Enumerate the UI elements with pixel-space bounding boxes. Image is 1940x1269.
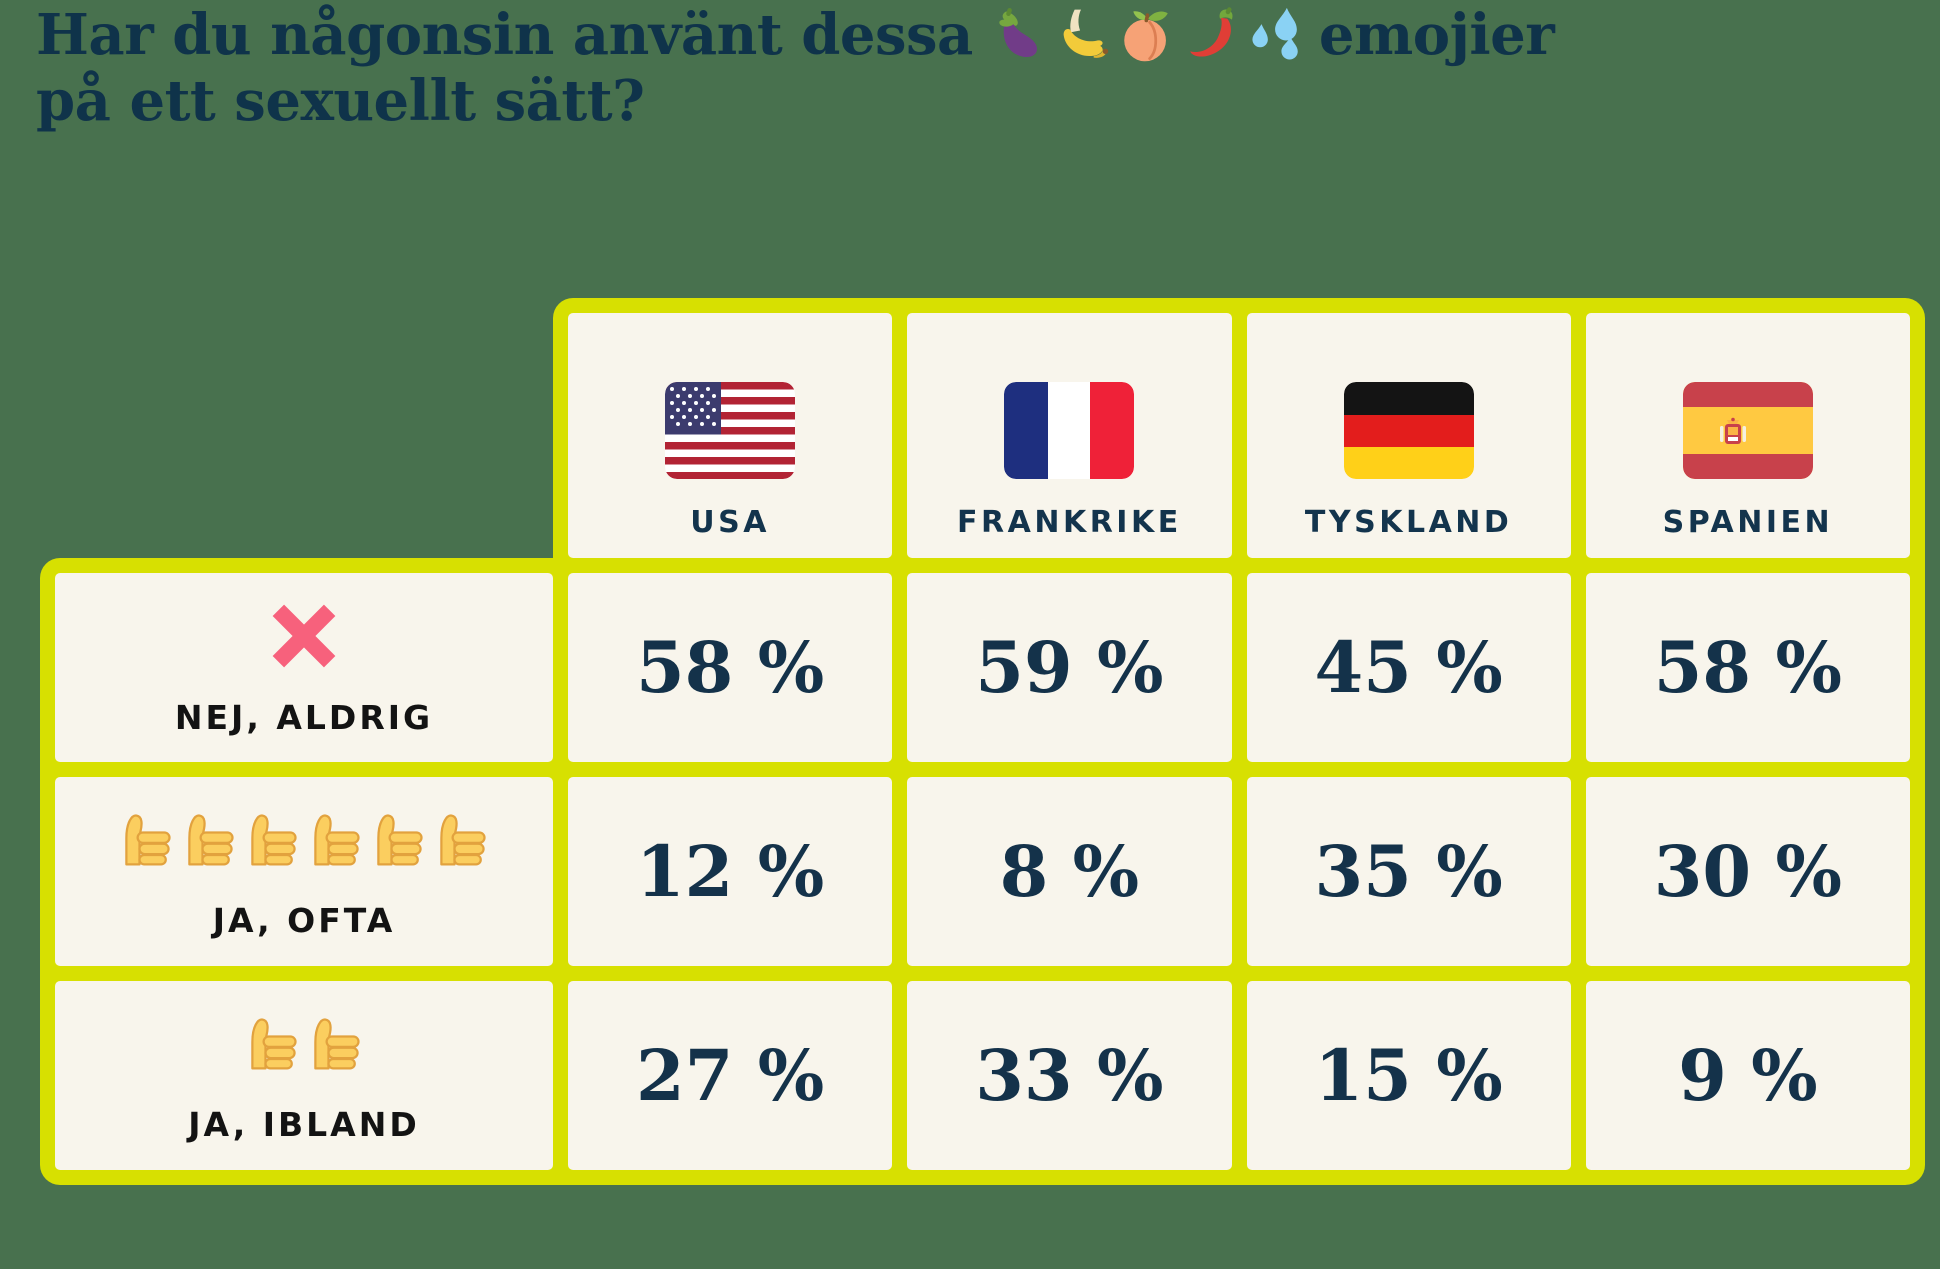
title-line-1: Har du någonsin använt dessa <box>36 2 1555 68</box>
value-cell-nej-frankrike: 59 % <box>907 573 1232 762</box>
thumbs-up-row-x6 <box>117 803 492 877</box>
value-cell-nej-tyskland: 45 % <box>1246 573 1571 762</box>
value-cell-ibland-frankrike: 33 % <box>907 981 1232 1170</box>
row-header-ja-ibland: JA, IBLAND <box>55 981 553 1170</box>
value-cell-ibland-usa: 27 % <box>568 981 893 1170</box>
spain-coat-of-arms <box>1719 417 1746 444</box>
thumbs-up-icon <box>250 1018 297 1070</box>
column-label: FRANKRIKE <box>957 505 1182 540</box>
column-header-usa: USA <box>568 313 893 558</box>
value-cell-ofta-spanien: 30 % <box>1585 777 1910 966</box>
table-header-row: USA FRANKRIKE TYSK <box>553 298 1925 573</box>
title-text-before: Har du någonsin använt dessa <box>36 2 973 68</box>
column-header-spain: SPANIEN <box>1585 313 1910 558</box>
column-label: SPANIEN <box>1662 505 1834 540</box>
title-line-2: på ett sexuellt sätt? <box>36 68 645 134</box>
column-header-france: FRANKRIKE <box>907 313 1232 558</box>
page-title: Har du någonsin använt dessa <box>36 2 1555 134</box>
france-flag-icon <box>1004 382 1135 479</box>
value-cell-nej-usa: 58 % <box>568 573 893 762</box>
thumbs-up-icon <box>313 814 360 866</box>
value-cell-ofta-tyskland: 35 % <box>1246 777 1571 966</box>
row-label: JA, OFTA <box>212 901 396 940</box>
row-label: NEJ, ALDRIG <box>174 698 434 737</box>
column-header-germany: TYSKLAND <box>1246 313 1571 558</box>
peach-emoji <box>1124 11 1168 62</box>
table-body: NEJ, ALDRIG 58 % 59 % 45 % 58 % <box>40 558 1925 1185</box>
sweat-droplets-emoji <box>1252 7 1298 60</box>
thumbs-up-icon <box>439 814 486 866</box>
value-cell-nej-spanien: 58 % <box>1585 573 1910 762</box>
thumbs-up-row-x2 <box>243 1007 366 1081</box>
eggplant-emoji <box>999 8 1037 58</box>
thumbs-up-icon <box>250 814 297 866</box>
row-label: JA, IBLAND <box>188 1105 420 1144</box>
row-header-ja-ofta: JA, OFTA <box>55 777 553 966</box>
title-emoji-group <box>987 6 1305 64</box>
title-text-after: emojier <box>1318 2 1555 68</box>
spain-flag-icon <box>1682 382 1813 479</box>
value-cell-ibland-spanien: 9 % <box>1585 981 1910 1170</box>
column-label: TYSKLAND <box>1304 505 1513 540</box>
value-cell-ibland-tyskland: 15 % <box>1246 981 1571 1170</box>
value-cell-ofta-frankrike: 8 % <box>907 777 1232 966</box>
thumbs-up-icon <box>187 814 234 866</box>
row-header-nej-aldrig: NEJ, ALDRIG <box>55 573 553 762</box>
thumbs-up-icon <box>376 814 423 866</box>
hot-pepper-emoji <box>1189 7 1233 57</box>
value-cell-ofta-usa: 12 % <box>568 777 893 966</box>
germany-flag-icon <box>1343 382 1474 479</box>
thumbs-up-icon <box>124 814 171 866</box>
thumbs-up-icon <box>313 1018 360 1070</box>
banana-emoji <box>1063 9 1109 58</box>
column-label: USA <box>690 505 770 540</box>
usa-flag-icon <box>665 382 796 479</box>
cross-mark-icon <box>272 604 336 668</box>
